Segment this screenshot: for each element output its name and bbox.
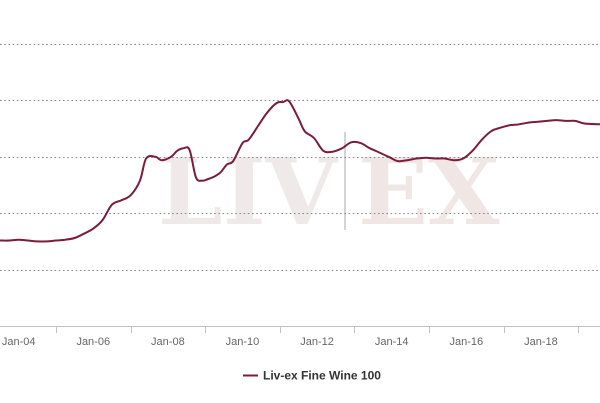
- data-point: [145, 158, 147, 160]
- data-point: [490, 130, 492, 132]
- data-point: [462, 158, 464, 160]
- data-point: [170, 156, 172, 158]
- data-point: [195, 176, 197, 178]
- data-point: [64, 239, 66, 241]
- data-point: [139, 180, 141, 182]
- x-tick-label: Jan-14: [375, 336, 409, 348]
- data-point: [434, 158, 436, 160]
- data-point: [55, 240, 57, 242]
- data-point: [92, 228, 94, 230]
- data-point: [453, 159, 455, 161]
- data-point: [574, 120, 576, 122]
- x-tick-label: Jan-04: [2, 336, 36, 348]
- x-axis-ticks: [56, 326, 579, 333]
- data-point: [378, 152, 380, 154]
- legend[interactable]: Liv-ex Fine Wine 100: [243, 369, 381, 383]
- data-point: [565, 120, 567, 122]
- data-point: [214, 176, 216, 178]
- data-point: [276, 102, 278, 104]
- data-point: [36, 240, 38, 242]
- data-point: [154, 156, 156, 158]
- data-point: [130, 194, 132, 196]
- data-point: [297, 117, 299, 119]
- data-point: [282, 101, 284, 103]
- data-point: [341, 147, 343, 149]
- data-point: [388, 156, 390, 158]
- data-point: [546, 120, 548, 122]
- data-point: [406, 159, 408, 161]
- data-point: [584, 123, 586, 125]
- data-point: [528, 122, 530, 124]
- data-point: [27, 240, 29, 242]
- data-point: [266, 111, 268, 113]
- data-point: [83, 233, 85, 235]
- x-tick-label: Jan-06: [76, 336, 110, 348]
- data-point: [18, 239, 20, 241]
- watermark-text-liv: LIV: [158, 138, 339, 246]
- data-point: [518, 123, 520, 125]
- data-point: [220, 171, 222, 173]
- data-point: [189, 149, 191, 151]
- liv-ex-watermark-logo: LIV EX: [158, 132, 500, 246]
- data-point: [369, 147, 371, 149]
- data-point: [46, 240, 48, 242]
- data-point: [257, 125, 259, 127]
- data-point: [120, 199, 122, 201]
- data-point: [500, 127, 502, 129]
- data-point: [416, 158, 418, 160]
- data-point: [176, 150, 178, 152]
- data-point: [350, 141, 352, 143]
- x-tick-label: Jan-10: [226, 336, 260, 348]
- data-point: [332, 151, 334, 153]
- x-tick-label: Jan-08: [151, 336, 185, 348]
- y-gridlines: [0, 44, 600, 271]
- x-tick-label: Jan-16: [450, 336, 484, 348]
- data-point: [556, 119, 558, 121]
- x-tick-label: Jan-12: [300, 336, 334, 348]
- data-point: [288, 100, 290, 102]
- data-point: [322, 150, 324, 152]
- data-point: [8, 240, 10, 242]
- data-point: [201, 180, 203, 182]
- data-point: [360, 142, 362, 144]
- data-point: [226, 164, 228, 166]
- data-point: [102, 219, 104, 221]
- data-point: [111, 204, 113, 206]
- data-point: [444, 158, 446, 160]
- data-point: [397, 160, 399, 162]
- data-point: [161, 159, 163, 161]
- data-point: [481, 139, 483, 141]
- data-point: [304, 130, 306, 132]
- data-point: [242, 142, 244, 144]
- data-point: [472, 150, 474, 152]
- data-point: [313, 137, 315, 139]
- data-point: [537, 121, 539, 123]
- data-point: [232, 160, 234, 162]
- x-tick-label: Jan-18: [524, 336, 558, 348]
- data-point: [425, 157, 427, 159]
- data-point: [509, 124, 511, 126]
- legend-label-liv-ex-fine-wine-100[interactable]: Liv-ex Fine Wine 100: [263, 369, 381, 383]
- data-point: [207, 178, 209, 180]
- data-point: [248, 139, 250, 141]
- data-point: [74, 237, 76, 239]
- data-point: [182, 147, 184, 149]
- series-line-liv-ex-fine-wine-100: [0, 99, 600, 243]
- watermark-text-ex: EX: [358, 138, 500, 246]
- x-axis-tick-labels: Jan-04 Jan-06 Jan-08 Jan-10 Jan-12 Jan-14 Jan-…: [2, 336, 558, 348]
